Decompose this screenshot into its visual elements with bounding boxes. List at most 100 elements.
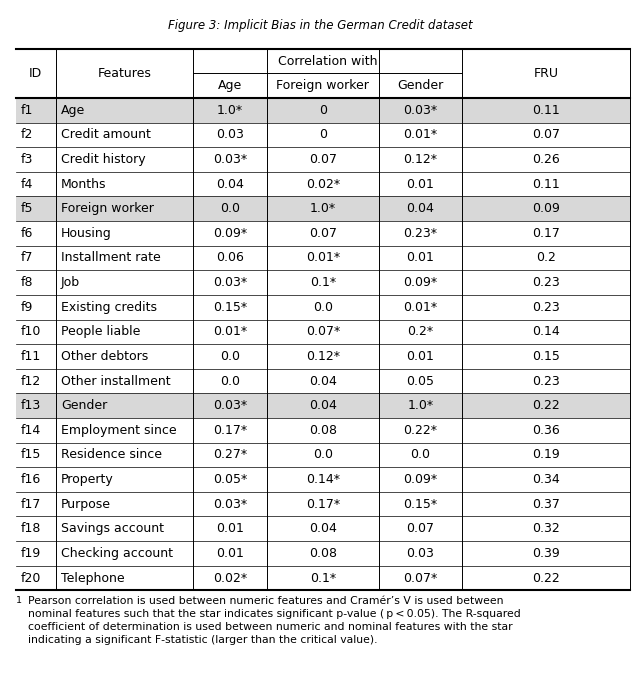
Text: 0.23: 0.23 [532,374,560,388]
Text: f12: f12 [21,374,42,388]
Text: 0.17*: 0.17* [213,424,247,437]
Text: Features: Features [97,67,152,80]
Text: 0.09*: 0.09* [403,276,438,289]
Text: ID: ID [29,67,42,80]
Bar [16,344,630,369]
Text: 0.27*: 0.27* [213,448,247,462]
Text: 0.17: 0.17 [532,227,560,240]
Text: 0.07: 0.07 [309,227,337,240]
Text: f11: f11 [21,350,42,363]
Text: 0.06: 0.06 [216,251,244,265]
Text: 0.04: 0.04 [216,177,244,191]
Text: 0.01*: 0.01* [213,326,247,338]
Text: f18: f18 [21,522,42,536]
Bar [16,246,630,270]
Text: f6: f6 [21,227,33,240]
Text: Pearson correlation is used between numeric features and Cramér’s V is used betw: Pearson correlation is used between nume… [28,596,520,645]
Text: 1: 1 [16,596,22,605]
Text: 0.0: 0.0 [220,374,240,388]
Text: 0.08: 0.08 [309,547,337,560]
Text: 0.22*: 0.22* [403,424,438,437]
Bar [16,369,630,393]
Text: 0.14*: 0.14* [306,473,340,486]
Text: 0.03*: 0.03* [403,104,438,117]
Bar [16,295,630,320]
Text: Job: Job [61,276,80,289]
Text: Telephone: Telephone [61,571,124,584]
Text: Figure 3: Implicit Bias in the German Credit dataset: Figure 3: Implicit Bias in the German Cr… [168,19,472,32]
Text: 0.07: 0.07 [532,129,560,141]
Text: 0.05*: 0.05* [213,473,247,486]
Bar [16,98,630,123]
Text: Employment since: Employment since [61,424,177,437]
Text: 0.07*: 0.07* [306,326,340,338]
Text: 0.07*: 0.07* [403,571,438,584]
Text: 0.15*: 0.15* [403,498,438,510]
Text: Foreign worker: Foreign worker [276,79,369,92]
Text: 0.03*: 0.03* [213,153,247,166]
Text: 0.22: 0.22 [532,399,560,412]
Text: 0.23*: 0.23* [403,227,438,240]
Text: 0.03: 0.03 [216,129,244,141]
Text: 0: 0 [319,129,327,141]
Bar [16,196,630,221]
Bar [16,467,630,492]
Text: 0.02*: 0.02* [213,571,247,584]
Text: People liable: People liable [61,326,140,338]
Text: 0.0: 0.0 [220,202,240,215]
Text: 0.04: 0.04 [309,522,337,536]
Text: 0.01: 0.01 [216,522,244,536]
Text: 0.01: 0.01 [406,350,435,363]
Text: f5: f5 [21,202,34,215]
Text: 0.37: 0.37 [532,498,560,510]
Text: Gender: Gender [397,79,444,92]
Text: 0.36: 0.36 [532,424,560,437]
Text: 0.03*: 0.03* [213,276,247,289]
Text: 0.09*: 0.09* [403,473,438,486]
Text: 0.17*: 0.17* [306,498,340,510]
Text: 0.04: 0.04 [406,202,435,215]
Text: 1.0*: 1.0* [408,399,433,412]
Text: 1.0*: 1.0* [217,104,243,117]
Text: Residence since: Residence since [61,448,162,462]
Text: 0.34: 0.34 [532,473,560,486]
Text: 0.07: 0.07 [309,153,337,166]
Text: 0.2*: 0.2* [408,326,433,338]
Text: 0.12*: 0.12* [306,350,340,363]
Text: f14: f14 [21,424,42,437]
Text: f1: f1 [21,104,33,117]
Text: 0.15: 0.15 [532,350,560,363]
Text: f8: f8 [21,276,34,289]
Text: 0.03: 0.03 [406,547,435,560]
Text: Property: Property [61,473,113,486]
Text: 0.01: 0.01 [216,547,244,560]
Text: 0.04: 0.04 [309,374,337,388]
Text: f19: f19 [21,547,42,560]
Text: f15: f15 [21,448,42,462]
Text: 0.39: 0.39 [532,547,560,560]
Text: Age: Age [61,104,85,117]
Bar [16,541,630,566]
Text: 0.2: 0.2 [536,251,556,265]
Text: 0.01*: 0.01* [306,251,340,265]
Bar [16,147,630,172]
Bar [16,517,630,541]
Bar [16,320,630,344]
Text: 0.1*: 0.1* [310,276,336,289]
Text: f16: f16 [21,473,42,486]
Text: Months: Months [61,177,106,191]
Text: 0.05: 0.05 [406,374,435,388]
Text: 0.22: 0.22 [532,571,560,584]
Text: 0.11: 0.11 [532,104,560,117]
Bar [16,566,630,590]
Bar [16,270,630,295]
Text: f2: f2 [21,129,33,141]
Text: 0.01*: 0.01* [403,129,438,141]
Text: f20: f20 [21,571,42,584]
Text: 0.32: 0.32 [532,522,560,536]
Text: 0.0: 0.0 [410,448,431,462]
Text: f17: f17 [21,498,42,510]
Text: 0.01: 0.01 [406,251,435,265]
Text: 0.11: 0.11 [532,177,560,191]
Text: 0.0: 0.0 [313,301,333,313]
